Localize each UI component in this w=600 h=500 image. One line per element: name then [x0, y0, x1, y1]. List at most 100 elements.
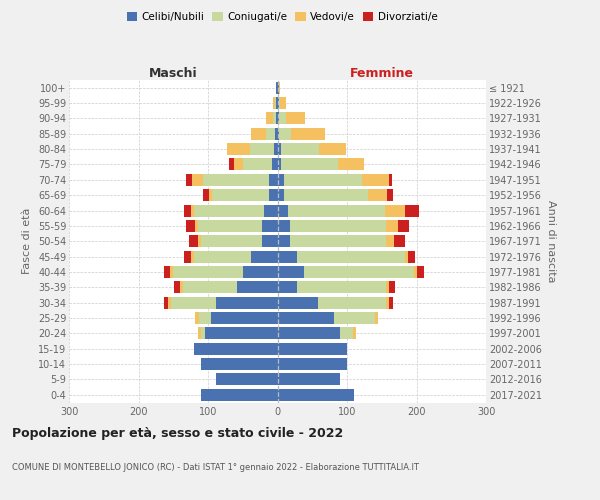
Bar: [277, 296, 318, 308]
Bar: [174, 282, 179, 294]
Bar: [274, 97, 275, 109]
Bar: [280, 97, 286, 109]
Bar: [201, 328, 205, 340]
Text: Maschi: Maschi: [149, 67, 197, 80]
Bar: [277, 82, 279, 94]
Bar: [266, 128, 275, 140]
Bar: [198, 220, 262, 232]
Bar: [288, 204, 385, 216]
Bar: [189, 236, 197, 247]
Bar: [212, 189, 269, 201]
Bar: [195, 220, 198, 232]
Bar: [235, 158, 243, 170]
Bar: [194, 204, 263, 216]
Bar: [167, 296, 171, 308]
Bar: [386, 282, 389, 294]
Bar: [398, 220, 409, 232]
Bar: [281, 158, 338, 170]
Bar: [277, 282, 297, 294]
Bar: [262, 220, 277, 232]
Bar: [184, 250, 191, 262]
Bar: [290, 220, 386, 232]
Bar: [272, 158, 277, 170]
Bar: [194, 343, 277, 354]
Bar: [319, 143, 346, 155]
Bar: [286, 112, 305, 124]
Bar: [277, 250, 297, 262]
Bar: [170, 266, 173, 278]
Bar: [277, 328, 340, 340]
Bar: [389, 296, 393, 308]
Bar: [284, 189, 368, 201]
Bar: [389, 282, 395, 294]
Bar: [276, 97, 277, 109]
Bar: [389, 174, 392, 186]
Bar: [304, 266, 414, 278]
Bar: [277, 220, 290, 232]
Bar: [171, 296, 217, 308]
Bar: [386, 236, 394, 247]
Bar: [187, 220, 195, 232]
Bar: [251, 250, 277, 262]
Bar: [191, 250, 194, 262]
Bar: [266, 112, 272, 124]
Bar: [417, 266, 424, 278]
Bar: [269, 174, 277, 186]
Bar: [183, 282, 237, 294]
Bar: [194, 250, 251, 262]
Bar: [275, 128, 277, 140]
Bar: [217, 374, 277, 386]
Bar: [404, 250, 408, 262]
Bar: [318, 296, 386, 308]
Bar: [404, 204, 419, 216]
Bar: [277, 389, 354, 401]
Bar: [251, 128, 266, 140]
Bar: [353, 328, 356, 340]
Bar: [276, 82, 277, 94]
Bar: [184, 204, 191, 216]
Bar: [274, 143, 277, 155]
Bar: [197, 236, 201, 247]
Bar: [217, 296, 277, 308]
Bar: [192, 174, 203, 186]
Bar: [196, 312, 199, 324]
Bar: [263, 204, 277, 216]
Bar: [338, 158, 364, 170]
Bar: [205, 328, 277, 340]
Bar: [277, 143, 281, 155]
Bar: [277, 189, 284, 201]
Bar: [277, 374, 340, 386]
Bar: [227, 143, 250, 155]
Bar: [276, 112, 277, 124]
Bar: [279, 97, 280, 109]
Bar: [164, 296, 167, 308]
Bar: [277, 174, 284, 186]
Bar: [197, 328, 201, 340]
Bar: [199, 312, 211, 324]
Bar: [394, 236, 404, 247]
Bar: [297, 250, 404, 262]
Bar: [269, 189, 277, 201]
Bar: [243, 158, 272, 170]
Y-axis label: Anni di nascita: Anni di nascita: [545, 200, 556, 282]
Bar: [173, 266, 243, 278]
Bar: [277, 236, 290, 247]
Bar: [334, 312, 375, 324]
Bar: [201, 358, 277, 370]
Bar: [277, 112, 279, 124]
Bar: [375, 312, 378, 324]
Bar: [362, 174, 389, 186]
Bar: [414, 266, 417, 278]
Bar: [281, 143, 319, 155]
Bar: [408, 250, 415, 262]
Bar: [292, 128, 325, 140]
Bar: [297, 282, 386, 294]
Bar: [386, 220, 398, 232]
Bar: [279, 128, 292, 140]
Bar: [229, 158, 235, 170]
Bar: [272, 112, 276, 124]
Text: Femmine: Femmine: [350, 67, 414, 80]
Bar: [203, 189, 209, 201]
Bar: [262, 236, 277, 247]
Bar: [191, 204, 194, 216]
